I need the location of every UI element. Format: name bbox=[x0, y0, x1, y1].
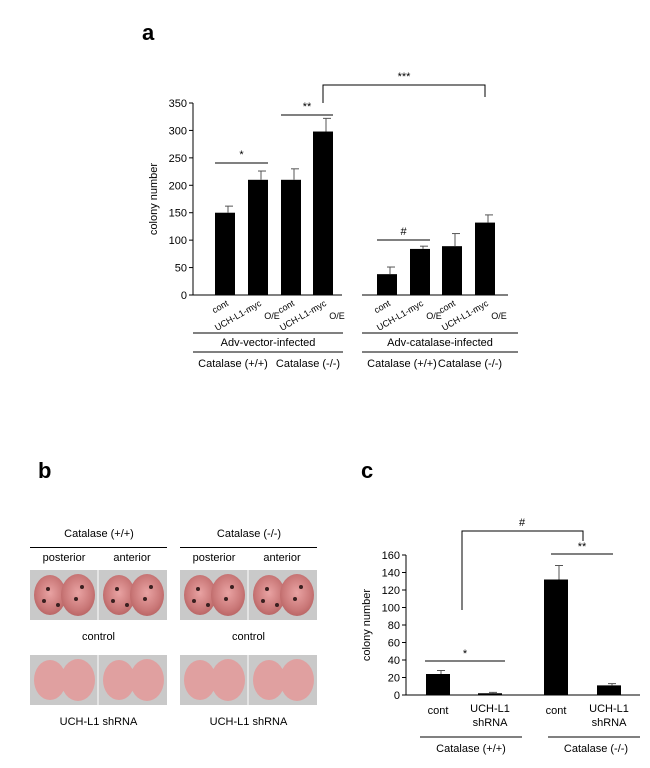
panel-label-c: c bbox=[361, 458, 374, 483]
tumor-nodule bbox=[125, 603, 129, 607]
bar bbox=[248, 179, 268, 295]
tumor-nodule bbox=[261, 599, 265, 603]
bar bbox=[313, 131, 333, 295]
group-line-0 bbox=[30, 547, 167, 548]
lung-lobe bbox=[130, 659, 164, 701]
significance-marker: *** bbox=[398, 71, 412, 83]
subgroup-label: Catalase (-/-) bbox=[438, 358, 502, 370]
tumor-nodule bbox=[42, 599, 46, 603]
view-label-0-0: posterior bbox=[42, 552, 86, 564]
bar bbox=[377, 274, 397, 295]
tumor-nodule bbox=[196, 587, 200, 591]
view-label-0-1: anterior bbox=[113, 552, 151, 564]
subgroup-label: Catalase (-/-) bbox=[276, 358, 340, 370]
tumor-nodule bbox=[230, 585, 234, 589]
bar bbox=[281, 179, 301, 295]
y-tick-label: 100 bbox=[169, 235, 187, 247]
lung-lobe bbox=[280, 574, 314, 616]
lung-lobe bbox=[211, 659, 245, 701]
tumor-nodule bbox=[265, 587, 269, 591]
tumor-nodule bbox=[224, 597, 228, 601]
y-tick-label: 50 bbox=[175, 263, 187, 275]
tumor-nodule bbox=[74, 597, 78, 601]
x-tick-label-line2: O/E bbox=[426, 311, 442, 321]
x-tick-label-line2: O/E bbox=[329, 311, 345, 321]
lung-lobe bbox=[280, 659, 314, 701]
y-tick-label: 300 bbox=[169, 125, 187, 137]
x-tick-label-line2: O/E bbox=[264, 311, 280, 321]
y-tick-label: 350 bbox=[169, 98, 187, 110]
lung-lobe bbox=[253, 660, 285, 700]
group-title-1: Catalase (-/-) bbox=[216, 528, 282, 540]
tumor-nodule bbox=[293, 597, 297, 601]
tumor-nodule bbox=[275, 603, 279, 607]
lung-lobe bbox=[61, 574, 95, 616]
bar bbox=[442, 246, 462, 295]
tumor-nodule bbox=[46, 587, 50, 591]
lung-lobe bbox=[61, 659, 95, 701]
significance-marker: * bbox=[239, 149, 244, 161]
subgroup-label: Catalase (+/+) bbox=[367, 358, 437, 370]
y-tick-label: 0 bbox=[181, 290, 187, 302]
lung-lobe bbox=[130, 574, 164, 616]
x-tick-label-line2: O/E bbox=[491, 311, 507, 321]
tumor-nodule bbox=[149, 585, 153, 589]
group-label: Adv-catalase-infected bbox=[387, 337, 493, 349]
tumor-nodule bbox=[192, 599, 196, 603]
lung-lobe bbox=[34, 660, 66, 700]
subgroup-label: Catalase (+/+) bbox=[198, 358, 268, 370]
group-line-1 bbox=[180, 547, 317, 548]
significance-bracket bbox=[322, 84, 486, 103]
row-label-control-right: control bbox=[231, 631, 266, 643]
row-label-shrna-right: UCH-L1 shRNA bbox=[209, 716, 288, 728]
group-title-0: Catalase (+/+) bbox=[64, 528, 134, 540]
row-label-control-left: control bbox=[81, 631, 116, 643]
y-tick-label: 250 bbox=[169, 153, 187, 165]
bar bbox=[475, 222, 495, 295]
panel-label-b: b bbox=[38, 458, 52, 483]
bar bbox=[410, 248, 430, 295]
lung-lobe bbox=[211, 574, 245, 616]
bar bbox=[215, 212, 235, 295]
tumor-nodule bbox=[111, 599, 115, 603]
panel-label-a: a bbox=[142, 20, 155, 45]
tumor-nodule bbox=[80, 585, 84, 589]
significance-marker: # bbox=[400, 226, 407, 238]
lung-lobe bbox=[103, 660, 135, 700]
view-label-1-0: posterior bbox=[192, 552, 236, 564]
tumor-nodule bbox=[206, 603, 210, 607]
group-label: Adv-vector-infected bbox=[221, 337, 316, 349]
tumor-nodule bbox=[115, 587, 119, 591]
y-tick-label: 150 bbox=[169, 208, 187, 220]
significance-marker: ** bbox=[303, 101, 312, 113]
y-axis-label: colony number bbox=[148, 163, 160, 235]
view-label-1-1: anterior bbox=[263, 552, 301, 564]
y-tick-label: 200 bbox=[169, 180, 187, 192]
row-label-shrna-left: UCH-L1 shRNA bbox=[59, 716, 138, 728]
lung-lobe bbox=[184, 660, 216, 700]
tumor-nodule bbox=[56, 603, 60, 607]
tumor-nodule bbox=[143, 597, 147, 601]
tumor-nodule bbox=[299, 585, 303, 589]
